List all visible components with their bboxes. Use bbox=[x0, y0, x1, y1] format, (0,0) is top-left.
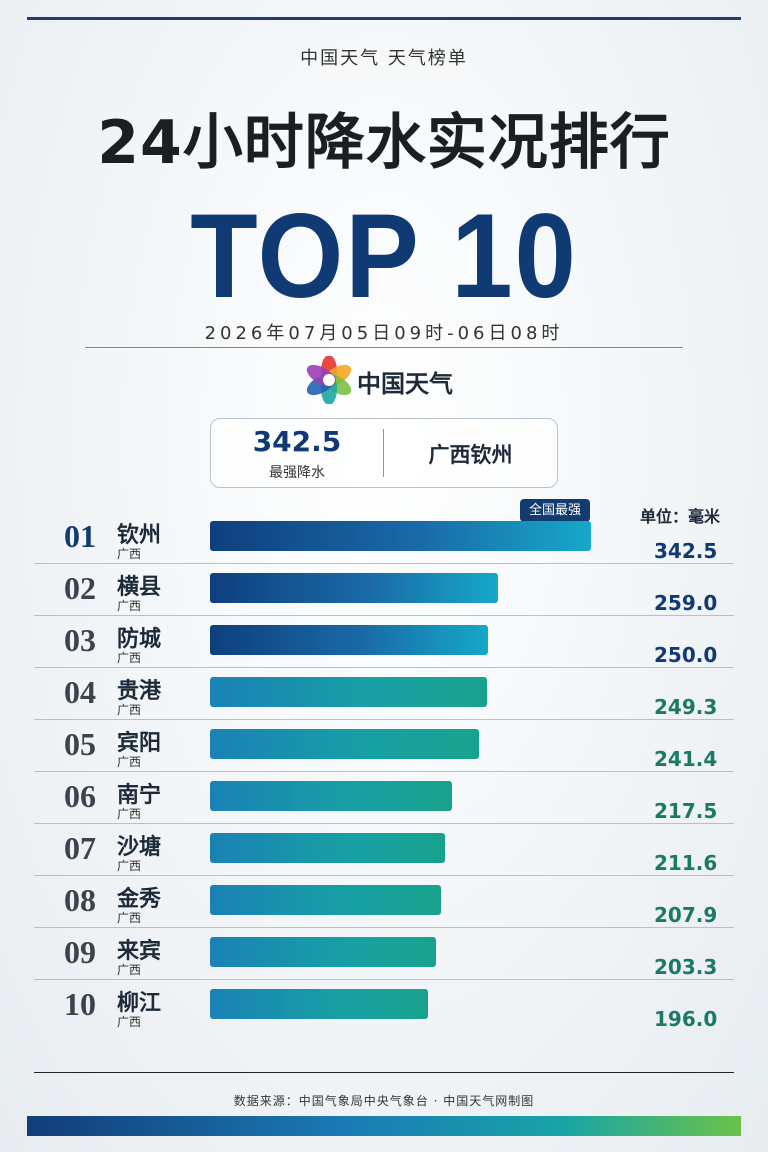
station-name: 金秀 bbox=[117, 887, 162, 912]
national-max-badge: 全国最强 bbox=[520, 499, 590, 522]
station-name: 横县 bbox=[117, 575, 162, 600]
ranking-row: 09 来宾 广西 203.3 bbox=[0, 928, 768, 980]
row-separator bbox=[34, 771, 734, 772]
precip-value: 207.9 bbox=[654, 903, 718, 927]
precip-value: 249.3 bbox=[654, 695, 718, 719]
precip-value: 259.0 bbox=[654, 591, 718, 615]
row-separator bbox=[34, 927, 734, 928]
rank-number: 08 bbox=[64, 882, 96, 918]
province-label: 广西 bbox=[117, 703, 142, 717]
ranking-row: 08 金秀 广西 207.9 bbox=[0, 876, 768, 928]
province-label: 广西 bbox=[117, 547, 142, 561]
province-label: 广西 bbox=[117, 807, 142, 821]
rank-number: 01 bbox=[64, 518, 96, 554]
precip-bar bbox=[210, 833, 445, 863]
ranking-row: 05 宾阳 广西 241.4 bbox=[0, 720, 768, 772]
rank-number: 09 bbox=[64, 934, 96, 970]
row-separator bbox=[34, 615, 734, 616]
top-ten-heading: TOP 10 bbox=[190, 189, 578, 323]
station-name: 钦州 bbox=[117, 523, 162, 548]
precip-value: 241.4 bbox=[654, 747, 718, 771]
unit-label: 单位：毫米 bbox=[640, 507, 721, 526]
province-label: 广西 bbox=[117, 859, 142, 873]
precip-value: 250.0 bbox=[654, 643, 718, 667]
precip-bar bbox=[210, 677, 487, 707]
station-name: 防城 bbox=[117, 627, 162, 652]
row-separator bbox=[34, 875, 734, 876]
rank-number: 05 bbox=[64, 726, 96, 762]
precip-bar bbox=[210, 781, 452, 811]
rank-number: 02 bbox=[64, 570, 96, 606]
summary-divider bbox=[383, 429, 384, 477]
rank-number: 06 bbox=[64, 778, 96, 814]
precip-bar bbox=[210, 521, 591, 551]
precip-value: 342.5 bbox=[654, 539, 718, 563]
precip-value: 211.6 bbox=[654, 851, 718, 875]
row-separator bbox=[34, 563, 734, 564]
precip-bar bbox=[210, 937, 436, 967]
ranking-row: 01 钦州 广西 342.5 bbox=[0, 512, 768, 564]
province-label: 广西 bbox=[117, 651, 142, 665]
station-name: 宾阳 bbox=[117, 731, 162, 756]
ranking-row: 04 贵港 广西 249.3 bbox=[0, 668, 768, 720]
footer-rule bbox=[34, 1072, 734, 1073]
row-separator bbox=[34, 979, 734, 980]
province-label: 广西 bbox=[117, 911, 142, 925]
row-separator bbox=[34, 667, 734, 668]
rank-number: 10 bbox=[64, 986, 96, 1022]
weather-logo-icon bbox=[306, 356, 352, 404]
station-name: 贵港 bbox=[117, 679, 162, 704]
logo-wordmark: 中国天气 bbox=[357, 370, 453, 398]
footer-gradient-bar bbox=[27, 1116, 741, 1136]
data-source: 数据来源：中国气象局中央气象台 · 中国天气网制图 bbox=[233, 1094, 535, 1108]
ranking-row: 10 柳江 广西 196.0 bbox=[0, 980, 768, 1032]
province-label: 广西 bbox=[117, 599, 142, 613]
row-separator bbox=[34, 823, 734, 824]
precip-bar bbox=[210, 729, 479, 759]
station-name: 南宁 bbox=[117, 783, 162, 808]
rank-number: 04 bbox=[64, 674, 96, 710]
precip-bar bbox=[210, 989, 428, 1019]
summary-max-label: 最强降水 bbox=[269, 465, 325, 481]
row-separator bbox=[34, 719, 734, 720]
page-title: 24小时降水实况排行 bbox=[97, 108, 671, 178]
summary-card: 342.5 最强降水 广西钦州 bbox=[210, 418, 558, 488]
brand-subtitle: 中国天气 天气榜单 bbox=[300, 48, 468, 69]
ranking-row: 07 沙塘 广西 211.6 bbox=[0, 824, 768, 876]
top-rule bbox=[27, 17, 741, 20]
precip-bar bbox=[210, 885, 441, 915]
station-name: 来宾 bbox=[117, 939, 162, 964]
date-range: 2026年07月05日09时-06日08时 bbox=[204, 323, 564, 344]
station-name: 柳江 bbox=[117, 991, 162, 1016]
precip-value: 196.0 bbox=[654, 1007, 718, 1031]
ranking-row: 02 横县 广西 259.0 bbox=[0, 564, 768, 616]
ranking-row: 03 防城 广西 250.0 bbox=[0, 616, 768, 668]
province-label: 广西 bbox=[117, 1015, 142, 1029]
precip-value: 217.5 bbox=[654, 799, 718, 823]
precip-bar bbox=[210, 573, 498, 603]
header-divider bbox=[85, 347, 683, 348]
province-label: 广西 bbox=[117, 755, 142, 769]
province-label: 广西 bbox=[117, 963, 142, 977]
summary-location: 广西钦州 bbox=[428, 443, 513, 467]
summary-max-value: 342.5 bbox=[252, 425, 342, 458]
rank-number: 03 bbox=[64, 622, 96, 658]
precip-value: 203.3 bbox=[654, 955, 718, 979]
rank-number: 07 bbox=[64, 830, 96, 866]
station-name: 沙塘 bbox=[117, 835, 162, 860]
precip-bar bbox=[210, 625, 488, 655]
ranking-row: 06 南宁 广西 217.5 bbox=[0, 772, 768, 824]
